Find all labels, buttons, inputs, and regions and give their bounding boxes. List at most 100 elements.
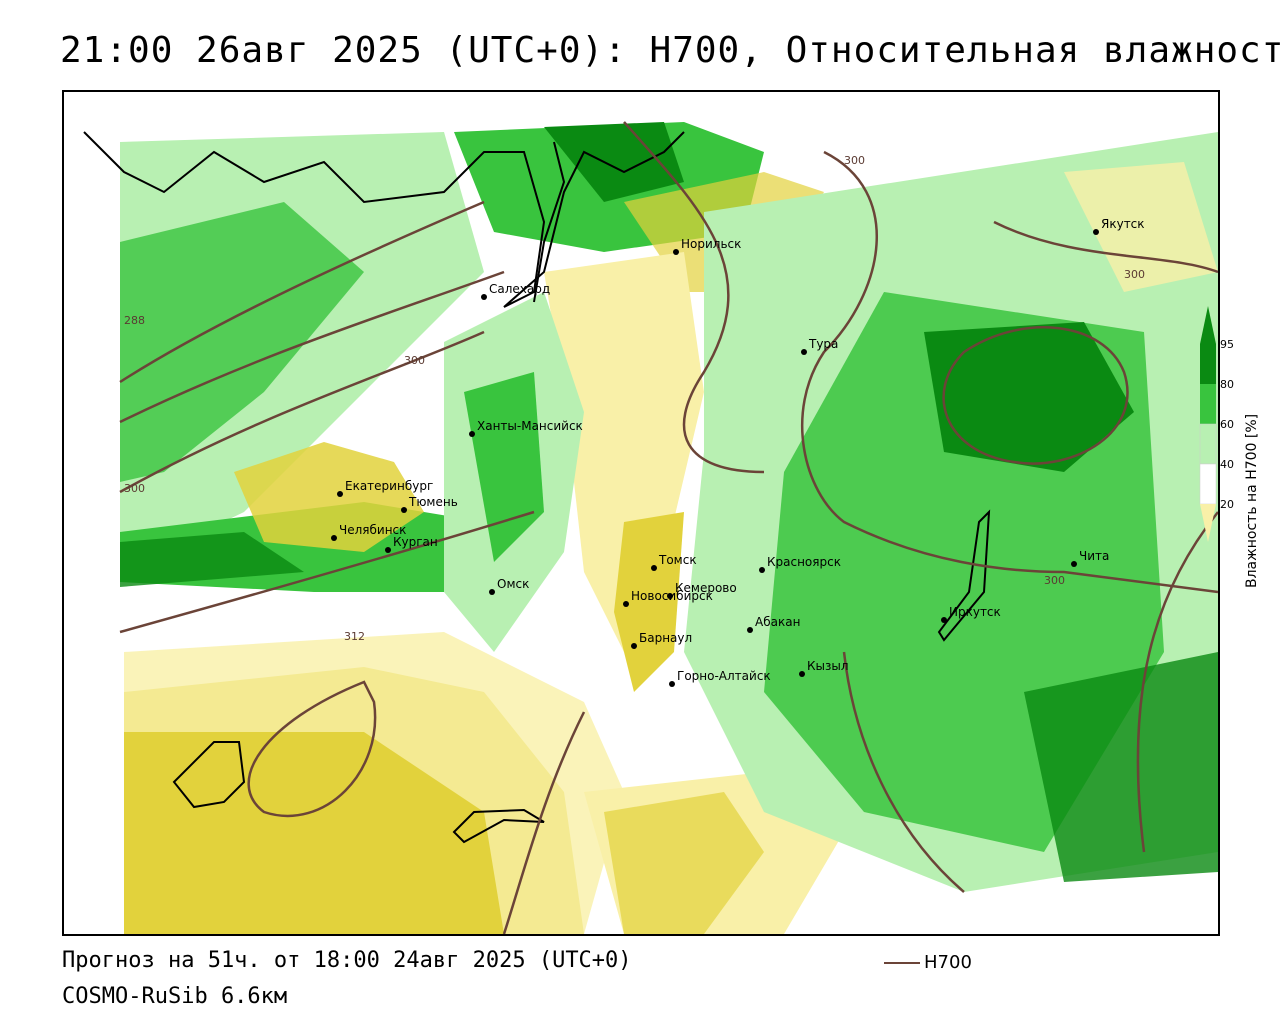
- city-label: Томск: [658, 553, 697, 567]
- contour-label: 300: [404, 354, 425, 367]
- legend-title: Влажность на H700 [%]: [1244, 413, 1260, 588]
- city-dot: [799, 671, 805, 677]
- city-dot: [759, 567, 765, 573]
- city-marker: Тура: [801, 337, 838, 355]
- contour-line: [942, 326, 1129, 465]
- city-dot: [667, 593, 673, 599]
- city-dot: [941, 617, 947, 623]
- dry-area-south-core: [604, 792, 764, 934]
- city-label: Тура: [808, 337, 838, 351]
- city-marker: Норильск: [673, 237, 741, 255]
- city-label: Якутск: [1101, 217, 1145, 231]
- h700-contours: [119, 121, 1218, 934]
- map-title: 21:00 26авг 2025 (UTC+0): H700, Относите…: [60, 30, 1280, 71]
- city-label: Челябинск: [339, 523, 406, 537]
- moist-east-dark: [924, 322, 1134, 472]
- city-dot: [481, 294, 487, 300]
- city-dot: [801, 349, 807, 355]
- moist-band-sw-dark: [120, 532, 304, 587]
- color-legend: 95 80 60 40 20: [1198, 300, 1268, 600]
- moist-southeast-dark: [1024, 652, 1218, 882]
- city-dot: [401, 507, 407, 513]
- contour-line: [119, 270, 505, 424]
- contour-label: 312: [344, 630, 365, 643]
- city-label: Тюмень: [408, 495, 458, 509]
- legend-tick: 80: [1220, 378, 1234, 391]
- contour-label: 300: [124, 482, 145, 495]
- city-dot: [651, 565, 657, 571]
- contour-legend-line: [884, 962, 920, 964]
- city-dot: [469, 431, 475, 437]
- coastlines: [83, 131, 991, 844]
- city-marker: Курган: [385, 535, 438, 553]
- map-panel: 288 300 300 300 300 300 312 Якутск Норильск Сале…: [62, 90, 1220, 936]
- city-marker: Кемерово: [667, 581, 737, 599]
- contour-label: 300: [1044, 574, 1065, 587]
- city-marker: Челябинск: [331, 523, 406, 541]
- city-marker: Кызыл: [799, 659, 849, 677]
- city-marker: Якутск: [1093, 217, 1145, 235]
- legend-tick: 20: [1220, 498, 1234, 511]
- contour-line: [623, 121, 765, 474]
- city-marker: Салехард: [481, 282, 550, 300]
- city-dot: [669, 681, 675, 687]
- city-dot: [385, 547, 391, 553]
- city-dot: [331, 535, 337, 541]
- city-marker: Омск: [489, 577, 529, 595]
- city-marker: Тюмень: [401, 495, 458, 513]
- contour-legend-label: H700: [924, 952, 972, 973]
- moist-band-west-core: [120, 202, 364, 482]
- city-label: Салехард: [489, 282, 550, 296]
- lake-balkhash: [452, 808, 545, 844]
- city-label: Кызыл: [807, 659, 849, 673]
- city-dot: [747, 627, 753, 633]
- contour-label: 300: [844, 154, 865, 167]
- city-label: Красноярск: [767, 555, 841, 569]
- contour-line: [842, 651, 965, 893]
- forecast-info: Прогноз на 51ч. от 18:00 24авг 2025 (UTC…: [62, 948, 632, 973]
- contour-line: [800, 150, 1218, 594]
- legend-arrow-bottom: [1200, 504, 1216, 542]
- city-label: Омск: [497, 577, 529, 591]
- contour-line: [1136, 511, 1218, 853]
- city-marker: Екатеринбург: [337, 479, 433, 497]
- city-dot: [631, 643, 637, 649]
- legend-tick: 40: [1220, 458, 1234, 471]
- legend-band-40: [1199, 463, 1217, 505]
- city-dot: [337, 491, 343, 497]
- city-marker: Томск: [651, 553, 697, 571]
- city-label: Барнаул: [639, 631, 692, 645]
- city-markers: Якутск Норильск Салехард Тура Ханты-Мансийск…: [331, 217, 1145, 687]
- contour-line: [119, 330, 485, 494]
- city-marker: Абакан: [747, 615, 800, 633]
- lake-baikal: [937, 509, 991, 642]
- contour-legend: H700: [884, 952, 972, 973]
- aral-sea: [172, 741, 246, 809]
- humidity-map: 288 300 300 300 300 300 312 Якутск Норильск Сале…: [83, 121, 1218, 934]
- dry-area-sw-pale: [124, 632, 624, 934]
- dry-northeast: [1064, 162, 1218, 292]
- legend-arrow-top: [1200, 306, 1216, 344]
- legend-band-80: [1200, 384, 1216, 424]
- model-name: COSMO-RuSib 6.6км: [62, 984, 288, 1009]
- city-dot: [1071, 561, 1077, 567]
- city-marker: Ханты-Мансийск: [469, 419, 583, 437]
- legend-bar: 95 80 60 40 20: [1199, 306, 1234, 542]
- contour-label: 288: [124, 314, 145, 327]
- city-label: Ханты-Мансийск: [477, 419, 583, 433]
- city-label: Курган: [393, 535, 438, 549]
- moist-north-dark: [544, 122, 684, 202]
- city-dot: [673, 249, 679, 255]
- city-marker: Чита: [1071, 549, 1109, 567]
- city-marker: Красноярск: [759, 555, 841, 573]
- city-label: Горно-Алтайск: [677, 669, 771, 683]
- contour-line: [119, 200, 485, 384]
- city-label: Абакан: [755, 615, 800, 629]
- city-dot: [623, 601, 629, 607]
- city-marker: Барнаул: [631, 631, 692, 649]
- legend-tick: 95: [1220, 338, 1234, 351]
- legend-band-95: [1200, 344, 1216, 384]
- city-dot: [489, 589, 495, 595]
- contour-line: [119, 510, 535, 634]
- city-label: Иркутск: [949, 605, 1001, 619]
